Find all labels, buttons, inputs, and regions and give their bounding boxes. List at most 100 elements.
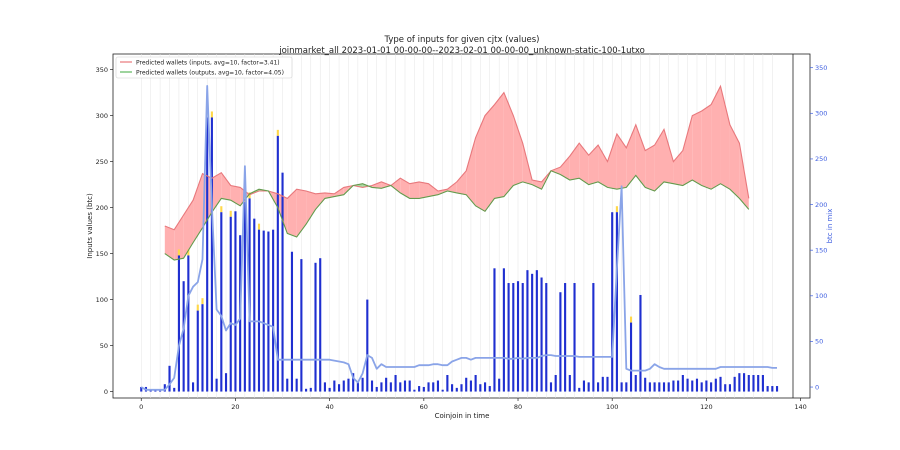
bar bbox=[418, 386, 421, 392]
bar-alt bbox=[276, 129, 279, 136]
bar bbox=[201, 304, 204, 392]
bar bbox=[469, 380, 472, 392]
bar bbox=[168, 365, 171, 392]
bar bbox=[385, 377, 388, 392]
bar bbox=[710, 382, 713, 392]
area-fills bbox=[164, 86, 749, 261]
bar bbox=[177, 255, 180, 392]
bar bbox=[276, 135, 279, 392]
fill-inputs-higher bbox=[400, 178, 410, 199]
bar bbox=[512, 283, 515, 392]
bar bbox=[441, 389, 444, 392]
bar-alt bbox=[196, 304, 199, 311]
bar bbox=[220, 212, 223, 392]
bar bbox=[427, 382, 430, 392]
y2-axis-label: btc in mix bbox=[826, 209, 834, 244]
y2-tick-label: 150 bbox=[815, 246, 827, 254]
fill-inputs-higher bbox=[428, 183, 438, 197]
bar bbox=[140, 386, 143, 392]
x-tick-label: 80 bbox=[514, 403, 522, 411]
bar bbox=[323, 382, 326, 392]
fill-inputs-higher bbox=[419, 181, 429, 199]
y-tick-label: 150 bbox=[96, 250, 108, 258]
fill-inputs-higher bbox=[475, 115, 486, 212]
fill-inputs-higher bbox=[598, 145, 608, 188]
bar bbox=[752, 375, 755, 392]
bar bbox=[766, 386, 769, 392]
bar bbox=[629, 322, 633, 392]
chart-subtitle: joinmarket_all 2023-01-01 00-00-00--2023… bbox=[278, 46, 645, 56]
bar bbox=[498, 378, 501, 392]
x-tick-label: 40 bbox=[325, 403, 333, 411]
bar bbox=[771, 386, 774, 392]
bar bbox=[436, 380, 440, 392]
fill-inputs-higher bbox=[230, 185, 241, 206]
fill-inputs-higher bbox=[164, 226, 175, 261]
bar bbox=[163, 384, 166, 392]
y-tick-label: 0 bbox=[104, 388, 108, 396]
bar bbox=[691, 380, 694, 392]
bar-alt bbox=[248, 192, 251, 199]
bar bbox=[531, 273, 534, 392]
bar bbox=[229, 216, 232, 392]
fill-inputs-higher bbox=[560, 156, 570, 181]
x-axis: 0 20 40 60 80 100 120 140 bbox=[139, 398, 807, 411]
bar bbox=[159, 390, 162, 392]
bar bbox=[319, 258, 322, 392]
bar bbox=[380, 382, 383, 392]
x-axis-label: Coinjoin in time bbox=[435, 412, 490, 420]
fill-inputs-higher bbox=[682, 115, 693, 186]
bar bbox=[234, 211, 237, 392]
fill-inputs-higher bbox=[692, 111, 702, 186]
bar bbox=[356, 382, 359, 392]
bar bbox=[451, 384, 454, 392]
bar bbox=[747, 375, 750, 392]
bar bbox=[455, 387, 458, 392]
bar bbox=[206, 117, 209, 392]
fill-inputs-higher bbox=[711, 86, 721, 190]
bar bbox=[587, 382, 590, 392]
bar bbox=[394, 375, 397, 392]
bar bbox=[281, 172, 284, 392]
bar bbox=[502, 268, 505, 392]
fill-inputs-higher bbox=[532, 180, 542, 190]
y-tick-label: 100 bbox=[96, 296, 108, 304]
fill-inputs-higher bbox=[306, 191, 316, 225]
bar bbox=[568, 375, 571, 392]
fill-inputs-higher bbox=[550, 167, 561, 175]
fill-inputs-higher bbox=[315, 192, 325, 210]
bar bbox=[634, 375, 637, 392]
bar bbox=[559, 292, 562, 392]
legend-entry-outputs: Predicted wallets (outputs, avg=10, fact… bbox=[136, 70, 284, 77]
bar bbox=[465, 377, 468, 392]
fill-inputs-higher bbox=[720, 86, 730, 190]
bar bbox=[314, 262, 317, 392]
bar bbox=[432, 382, 435, 392]
bar-alt bbox=[229, 210, 232, 217]
bar bbox=[215, 378, 218, 392]
bar bbox=[422, 386, 425, 392]
bar bbox=[366, 299, 369, 392]
bar bbox=[601, 376, 604, 392]
bar bbox=[681, 375, 684, 392]
bar bbox=[192, 382, 195, 392]
bar bbox=[446, 375, 449, 392]
x-tick-label: 20 bbox=[231, 403, 239, 411]
legend: Predicted wallets (inputs, avg=10, facto… bbox=[115, 56, 293, 79]
bar bbox=[342, 380, 345, 392]
bar bbox=[554, 375, 557, 392]
bar bbox=[389, 382, 392, 392]
y-tick-label: 300 bbox=[96, 112, 108, 120]
fill-inputs-higher bbox=[579, 143, 589, 185]
bar bbox=[672, 380, 675, 392]
fill-inputs-higher bbox=[569, 143, 580, 181]
bar bbox=[549, 382, 553, 392]
bar bbox=[352, 373, 355, 392]
plot-area bbox=[112, 53, 811, 399]
bar bbox=[658, 382, 661, 392]
bar bbox=[705, 380, 708, 392]
bar bbox=[667, 382, 670, 392]
bar bbox=[305, 388, 308, 392]
bar bbox=[493, 268, 496, 392]
fill-inputs-higher bbox=[701, 104, 712, 190]
